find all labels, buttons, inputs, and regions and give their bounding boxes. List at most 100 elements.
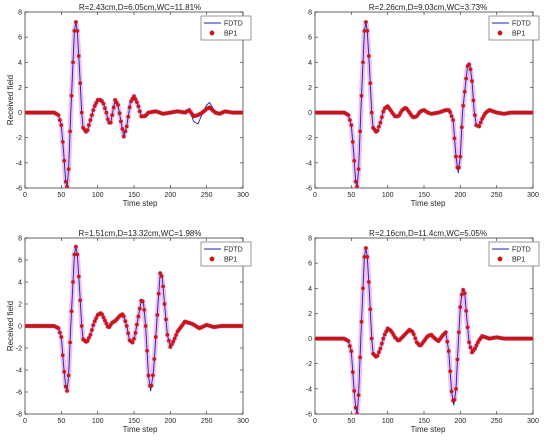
panel-3-bp1-point <box>167 338 171 343</box>
panel-4-bp1-point <box>382 332 387 337</box>
panel-2-bp1-point <box>356 167 361 171</box>
panel-1-xtick-label: 200 <box>164 192 176 199</box>
panel-4-xtick-label: 100 <box>382 418 394 425</box>
panel-3-xlabel: Time step <box>123 425 158 434</box>
panel-3-bp1-point <box>140 299 145 304</box>
panel-4-bp1-point <box>350 370 355 374</box>
panel-3-bp1-point <box>87 336 91 340</box>
panel-2-bp1-point <box>377 124 381 129</box>
panel-4-xtick-label: 200 <box>454 418 466 425</box>
panel-4-bp1-point <box>411 332 416 337</box>
panel-1-legend: FDTD BP1 <box>200 15 252 41</box>
panel-1-bp1-point <box>103 106 107 111</box>
panel-1-bp1-point <box>65 184 69 188</box>
panel-1-legend-bp1-marker <box>209 30 215 36</box>
panel-2-bp1-point <box>448 110 453 114</box>
panel-3-ytick-label: -2 <box>16 346 22 353</box>
panel-2-bp1-point <box>477 124 482 129</box>
panel-2-ytick-label: 0 <box>308 110 312 117</box>
panel-1-ytick-label: 6 <box>18 35 22 42</box>
panel-2-bp1-point <box>349 123 354 127</box>
panel-4-legend: FDTD BP1 <box>488 241 540 267</box>
panel-1-bp1-point <box>135 100 139 105</box>
panel-4-bp1-point <box>368 307 373 312</box>
panel-4-xtick-label: 0 <box>313 418 317 425</box>
panel-2-bp1-point <box>358 129 362 134</box>
panel-3-bp1-point <box>68 340 72 345</box>
panel-1-ytick-label: 4 <box>18 60 22 67</box>
panel-3: R=1.51cm,D=13.32cm,WC=1.98% Received fie… <box>6 229 252 434</box>
panel-4-bp1-point <box>467 340 471 345</box>
panel-3-bp1-point <box>137 306 142 311</box>
panel-2-bp1-point <box>471 98 476 103</box>
panel-4-bp1-point <box>454 387 458 391</box>
panel-1-plot-area: 0 50 100 150 200 250 300 -6 -4 -2 0 2 4 6 8 <box>16 10 249 200</box>
panel-1-xtick-label: 0 <box>23 192 27 199</box>
panel-3-bp1-point <box>71 280 75 284</box>
panel-4-bp1-point <box>358 355 362 360</box>
panel-2-axes-box <box>314 11 534 189</box>
panel-3-bp1-point <box>241 324 243 328</box>
panel-3-bp1-point <box>60 353 65 358</box>
panel-1-bp1-point <box>111 105 116 110</box>
panel-2-bp1-point <box>451 118 455 122</box>
panel-3-bp1-point <box>103 318 107 323</box>
panel-1-series-layer <box>25 19 243 188</box>
panel-1-ytick-label: -2 <box>16 135 22 142</box>
panel-4-bp1-point <box>346 339 351 343</box>
panel-3-bp1-point <box>143 324 148 328</box>
panel-3-bp1-point <box>126 331 131 336</box>
panel-3-bp1-point <box>132 336 136 341</box>
panel-1-bp1-point <box>241 110 243 115</box>
panel-3-ytick-label: -6 <box>16 390 22 397</box>
panel-2-bp1-point <box>467 62 471 67</box>
panel-4-xtick-label: 50 <box>347 418 355 425</box>
panel-4-title: R=2.16cm,D=11.4cm,WC=5.05% <box>369 229 487 238</box>
panel-4-bp1-point <box>464 309 468 313</box>
panel-3-ytick-label: 0 <box>18 324 22 331</box>
panel-2-bp1-point <box>365 29 370 33</box>
panel-2-bp1-point <box>359 93 364 98</box>
panel-1-bp1-point <box>123 129 128 134</box>
panel-3-bp1-point <box>162 302 167 306</box>
panel-4-bp1-point <box>449 389 454 394</box>
panel-2-bp1-point <box>452 136 457 141</box>
panel-1-xtick-label: 50 <box>57 192 65 199</box>
panel-2-bp1-point <box>348 118 352 122</box>
panel-1-xtick-label: 250 <box>201 192 213 199</box>
panel-2-bp1-point <box>380 115 384 119</box>
panel-3-xtick-label: 150 <box>128 418 140 425</box>
panel-2-xlabel: Time step <box>411 199 446 208</box>
panel-2-legend-bp1-marker <box>497 30 503 36</box>
panel-3-bp1-point <box>58 330 62 335</box>
panel-4-bp1-point <box>366 280 371 284</box>
panel-2-bp1-point <box>368 81 373 86</box>
panel-3-bp1-point <box>133 331 138 335</box>
panel-1-bp1-point <box>133 97 138 102</box>
panel-2-bp1-point <box>361 60 365 65</box>
panel-1-bp1-point <box>85 128 90 133</box>
panel-1-ytick-label: 0 <box>18 110 22 117</box>
panel-2-bp1-point <box>454 154 458 159</box>
panel-4-xtick-label: 250 <box>491 418 503 425</box>
panel-2-bp1-point <box>353 179 358 184</box>
panel-3-bp1-point <box>172 336 177 341</box>
panel-2-xtick-label: 200 <box>454 192 466 199</box>
panel-2-bp1-point <box>355 184 359 188</box>
panel-3-bp1-point <box>151 373 155 378</box>
panel-1-bp1-point <box>79 110 84 115</box>
panel-4-bp1-point <box>353 405 358 410</box>
panel-4-plot-area: 0 50 100 150 200 250 300 -6 -4 -2 0 2 4 6 8 <box>306 236 539 426</box>
panel-4-bp1-point <box>462 291 467 296</box>
panel-1-bp1-point <box>121 134 126 139</box>
panel-1-bp1-point <box>63 179 68 184</box>
panel-3-bp1-point <box>75 252 80 257</box>
panel-1-bp1-point <box>137 109 142 114</box>
panel-4-ytick-label: -4 <box>306 386 312 393</box>
panel-1-bp1-point <box>75 29 80 33</box>
panel-1-bp1-point <box>124 124 129 129</box>
panel-4-xlabel: Time step <box>411 425 446 434</box>
panel-1-bp1-point <box>132 94 136 99</box>
panel-1: R=2.43cm,D=6.05cm,WC=11.81% Received fie… <box>6 3 252 208</box>
panel-3-bp1-point <box>124 324 129 328</box>
